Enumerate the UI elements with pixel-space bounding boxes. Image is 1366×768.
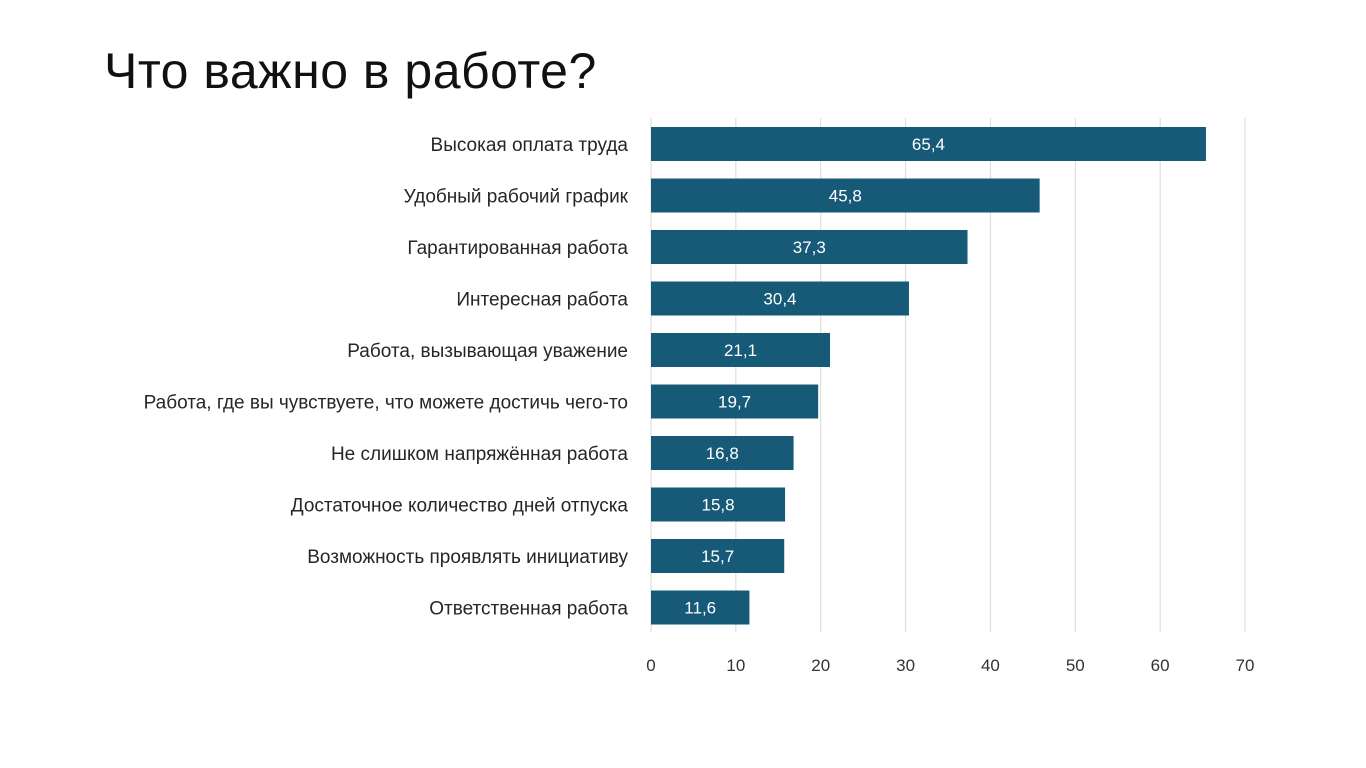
x-tick-label: 50: [1066, 656, 1085, 675]
x-tick-label: 70: [1236, 656, 1255, 675]
bar-value-label: 11,6: [684, 599, 716, 618]
bar: [651, 281, 909, 316]
bar: [651, 539, 785, 573]
bar: [651, 333, 831, 367]
category-label: Достаточное количество дней отпуска: [291, 496, 629, 517]
bar-value-label: 30,4: [763, 290, 796, 309]
bar-value-label: 21,1: [724, 341, 757, 360]
bars: 65,4 45,8 37,3 30,4 21,1 19,7 16,8 15,8 15,7 11,6: [651, 127, 1206, 625]
bar-value-label: 15,8: [701, 496, 734, 515]
x-axis-tick-labels: 0 10 20 30 40 50 60 70: [646, 656, 1254, 675]
bar-value-label: 45,8: [829, 187, 862, 206]
x-tick-label: 30: [896, 656, 915, 675]
bar-value-label: 65,4: [912, 135, 945, 154]
x-tick-label: 0: [646, 656, 655, 675]
bar-value-label: 16,8: [706, 444, 739, 463]
bar: [651, 590, 750, 625]
category-label: Работа, где вы чувствуете, что можете до…: [144, 393, 628, 414]
category-label: Не слишком напряжённая работа: [331, 444, 628, 465]
category-label: Возможность проявлять инициативу: [307, 547, 628, 568]
bar-value-label: 37,3: [793, 238, 826, 257]
category-label: Ответственная работа: [429, 599, 628, 620]
bar: [651, 487, 786, 522]
bar: [651, 384, 819, 419]
category-label: Интересная работа: [456, 290, 628, 311]
x-tick-label: 10: [726, 656, 745, 675]
bar-value-label: 19,7: [718, 393, 751, 412]
bar: [651, 436, 794, 470]
category-label: Работа, вызывающая уважение: [347, 341, 628, 362]
x-tick-label: 20: [811, 656, 830, 675]
category-label: Удобный рабочий график: [404, 187, 629, 208]
x-tick-label: 40: [981, 656, 1000, 675]
category-label: Гарантированная работа: [407, 238, 628, 259]
slide-title: Что важно в работе?: [104, 43, 597, 99]
category-labels: Высокая оплата труда Удобный рабочий граф…: [144, 135, 629, 620]
bar: [651, 127, 1206, 161]
x-tick-label: 60: [1151, 656, 1170, 675]
category-label: Высокая оплата труда: [431, 135, 629, 156]
bar: [651, 178, 1040, 213]
bar: [651, 230, 968, 264]
bar-value-label: 15,7: [701, 547, 734, 566]
